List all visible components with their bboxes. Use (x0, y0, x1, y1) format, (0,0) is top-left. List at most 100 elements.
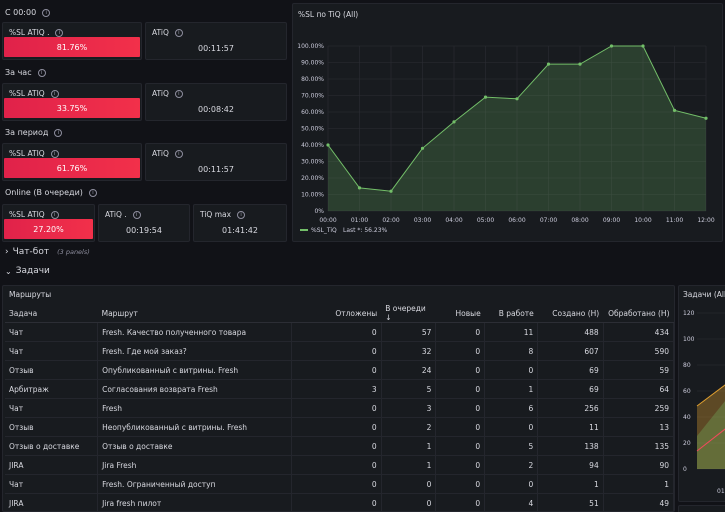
table-row[interactable]: Отзыв Опубликованный с витрины. Fresh 0 24 0… (5, 360, 674, 380)
table-row[interactable]: Чат Fresh. Ограниченный доступ 0 0 0 0 1 1 (5, 474, 674, 494)
table-cell: 13 (603, 417, 674, 437)
column-header[interactable]: Отложены (291, 304, 382, 323)
stat-panel-online-atiq[interactable]: ATiQ . i 00:19:54 (98, 204, 190, 242)
data-point (357, 186, 362, 190)
table-cell: 94 (537, 455, 604, 475)
table-row[interactable]: JIRA Jira Fresh 0 1 0 2 94 90 (5, 455, 674, 475)
stat-panel-period-sl[interactable]: %SL ATIQ i 61.76% (2, 143, 142, 181)
table-header-row: Задача Маршрут Отложены В очереди ↓ Новые В р… (5, 304, 674, 323)
info-icon[interactable]: i (174, 28, 183, 37)
info-icon[interactable]: i (54, 128, 63, 137)
y-tick-label: 100.00% (297, 43, 324, 50)
table-cell: 1 (537, 474, 604, 494)
data-point (609, 44, 614, 48)
table-cell: 0 (435, 341, 486, 361)
table-cell: 256 (537, 398, 604, 418)
column-header[interactable]: Обработано (Н) (603, 304, 674, 323)
column-header[interactable]: Маршрут (97, 304, 292, 323)
table-cell: 4 (484, 493, 539, 511)
info-icon[interactable]: i (50, 149, 59, 158)
table-cell: 0 (435, 360, 486, 380)
table-cell: 0 (435, 474, 486, 494)
stat-panel-online-sl[interactable]: %SL ATIQ i 27.20% (2, 204, 95, 242)
stat-panel-c00-sl[interactable]: %SL ATIQ . i 81.76% (2, 22, 142, 60)
info-icon[interactable]: i (37, 68, 46, 77)
info-icon[interactable]: i (50, 89, 59, 98)
info-icon[interactable]: i (50, 210, 59, 219)
stat-panel-hour-atiq[interactable]: ATiQ i 00:08:42 (145, 83, 287, 121)
data-point (704, 116, 708, 120)
table-row[interactable]: Отзыв Неопубликованный с витрины. Fresh 0 2… (5, 417, 674, 437)
table-cell: Неопубликованный с витрины. Fresh (97, 417, 293, 437)
stat-value: 00:11:57 (198, 165, 234, 174)
table-cell: Чат (5, 398, 99, 418)
column-header[interactable]: Новые (435, 304, 485, 323)
table-cell: 3 (381, 398, 437, 418)
table-cell: 0 (435, 379, 486, 399)
column-header[interactable]: Создано (Н) (537, 304, 604, 323)
table-cell: Fresh. Ограниченный доступ (97, 474, 293, 494)
row-header-chatbot[interactable]: › Чат-бот (3 panels) (5, 247, 90, 257)
table-cell: Fresh (97, 398, 293, 418)
table-cell: 0 (291, 341, 382, 361)
table-cell: 0 (381, 474, 437, 494)
column-header[interactable]: В работе (484, 304, 538, 323)
data-point (389, 189, 393, 193)
table-cell: 488 (537, 322, 604, 342)
info-icon[interactable]: i (174, 89, 183, 98)
data-point (546, 62, 551, 66)
table-cell: 0 (435, 417, 486, 437)
table-row[interactable]: JIRA Jira fresh пилот 0 0 0 4 51 49 (5, 493, 674, 511)
stat-panel-online-tiq-max[interactable]: TiQ max i 01:41:42 (193, 204, 287, 242)
info-icon[interactable]: i (42, 8, 51, 17)
y-tick-label: 0% (314, 208, 324, 215)
table-cell: 0 (435, 493, 486, 511)
column-header[interactable]: Задача (5, 304, 98, 323)
series-line (696, 428, 725, 452)
sl-tiq-chart: 0% 10.00% 20.00% 30.00% 40.00% 50.00% 60.00% 70… (297, 43, 715, 234)
info-icon[interactable]: i (237, 210, 246, 219)
y-tick-label: 60.00% (301, 109, 324, 116)
info-icon[interactable]: i (88, 188, 97, 197)
data-point (420, 146, 425, 150)
info-icon[interactable]: i (55, 28, 64, 37)
stat-value: 00:08:42 (198, 105, 234, 114)
group-title-c00: С 00:00 i (5, 8, 51, 17)
table-cell: Jira fresh пилот (97, 493, 293, 511)
table-cell: 59 (603, 360, 674, 380)
table-row[interactable]: Арбитраж Согласования возврата Fresh 3 5 0 1 6… (5, 379, 674, 399)
table-cell: 8 (484, 341, 539, 361)
table-row[interactable]: Чат Fresh 0 3 0 6 256 259 (5, 398, 674, 418)
table-cell: 1 (381, 436, 437, 456)
info-icon[interactable]: i (174, 149, 183, 158)
routes-table-panel[interactable]: Маршруты Задача Маршрут Отложены В очереди … (2, 285, 675, 512)
table-cell: 69 (537, 360, 604, 380)
chart-panel-sl-tiq[interactable]: %SL по TiQ (All) 0% 10.00% 20.00% 30.00% 40.… (292, 3, 723, 242)
panel-title: Маршруты (9, 290, 52, 299)
group-title-hour: За час i (5, 68, 46, 77)
stat-panel-period-atiq[interactable]: ATiQ i 00:11:57 (145, 143, 287, 181)
panel-title: %SL ATIQ . (9, 28, 50, 37)
series-area (328, 46, 706, 211)
table-row[interactable]: Чат Fresh. Где мой заказ? 0 32 0 8 607 590 (5, 341, 674, 361)
column-header[interactable]: В очереди ↓ (381, 304, 436, 323)
table-cell: 0 (484, 474, 539, 494)
table-cell: Чат (5, 322, 99, 342)
chevron-right-icon: › (5, 247, 9, 257)
info-icon[interactable]: i (132, 210, 141, 219)
stat-panel-c00-atiq[interactable]: ATiQ i 00:11:57 (145, 22, 287, 60)
y-tick-label: 80 (683, 362, 691, 369)
table-cell: 0 (291, 493, 382, 511)
table-cell: Fresh. Качество полученного товара (97, 322, 293, 342)
table-row[interactable]: Отзыв о доставке Отзыв о доставке 0 1 0 5 138 1… (5, 436, 674, 456)
table-cell: Согласования возврата Fresh (97, 379, 293, 399)
stat-panel-hour-sl[interactable]: %SL ATIQ i 33.75% (2, 83, 142, 121)
y-tick-label: 10.00% (301, 192, 324, 199)
table-row[interactable]: Чат Fresh. Качество полученного товара 0 57… (5, 322, 674, 342)
y-tick-label: 90.00% (301, 60, 324, 67)
panel-title: %SL ATIQ (9, 89, 45, 98)
row-header-tasks[interactable]: ⌄ Задачи (5, 266, 50, 276)
table-cell: 57 (381, 322, 437, 342)
y-tick-label: 70.00% (301, 93, 324, 100)
tasks-side-panel[interactable]: Задачи (All) 120 100 80 60 40 20 0 01: (678, 285, 725, 502)
